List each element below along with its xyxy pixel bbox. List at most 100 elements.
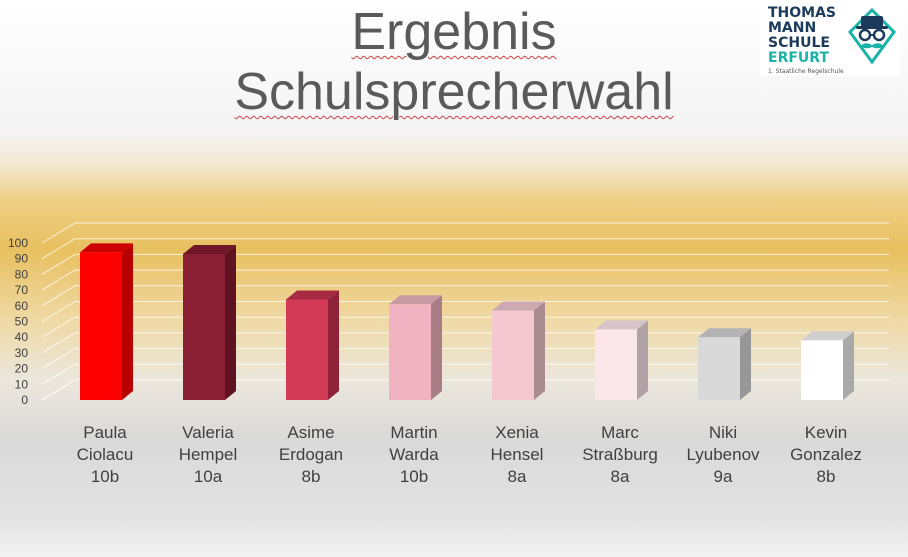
x-tick-label-line: Gonzalez [790,445,862,464]
chart-bar [80,243,133,400]
bar-top [801,331,854,341]
gridline [41,363,889,385]
x-tick-label: Asime Erdogan 8b [279,423,343,486]
x-axis-labels: Paula Ciolacu 10b Valeria Hempel 10a Asime Erdo… [77,423,862,486]
x-tick-label-line: Hensel [491,445,544,464]
logo-wordmark: THOMAS MANN SCHULE ERFURT [768,6,846,66]
x-tick-label-line: Xenia [495,423,539,442]
x-tick-label-line: Marc [601,423,639,442]
y-tick-label: 70 [15,283,29,297]
logo-line-3: SCHULE [768,35,830,51]
x-tick-label-line: 9a [714,467,733,486]
chart-bar [492,301,545,400]
x-tick-label-line: Martin [390,423,437,442]
chart-bar [595,320,648,400]
title-line-2: Schulsprecherwahl [234,63,674,121]
y-tick-label: 100 [8,236,28,250]
x-tick-label-line: 8a [611,467,630,486]
x-tick-label-line: Erdogan [279,445,343,464]
bar-front [183,253,225,400]
y-tick-label: 0 [21,393,28,407]
logo-line-1: THOMAS [768,5,837,21]
bar-top [595,320,648,330]
x-tick-label: Niki Lyubenov 9a [686,423,760,486]
gridline [41,222,889,244]
bar-top [389,295,442,305]
x-tick-label: Paula Ciolacu 10b [77,423,134,486]
chart-bars [80,243,854,400]
chart-bar [801,331,854,400]
x-tick-label-line: Lyubenov [686,445,760,464]
bar-front [595,329,637,400]
chart-bar [698,328,751,400]
x-tick-label-line: Ciolacu [77,445,134,464]
gridline [41,269,889,291]
chart-bar [286,290,339,400]
x-tick-label: Xenia Hensel 8a [491,423,544,486]
x-tick-label-line: Valeria [182,423,234,442]
x-tick-label-line: Straßburg [582,445,658,464]
y-tick-label: 50 [15,315,29,329]
chart-bar [183,244,236,400]
bar-front [80,252,122,400]
x-tick-label-line: 10b [400,467,428,486]
bar-front [286,299,328,400]
bar-top [286,290,339,300]
bar-side [637,320,648,400]
title-line-1: Ergebnis [351,3,557,61]
logo-line-2: MANN [768,20,817,36]
x-tick-label-line: Warda [389,445,439,464]
bar-side [328,290,339,400]
chart-gridlines [41,222,889,401]
x-tick-label-line: Niki [709,423,737,442]
x-tick-label-line: Hempel [179,445,238,464]
gridline [41,332,889,354]
x-tick-label: Martin Warda 10b [389,423,439,486]
bar-top [698,328,751,338]
school-logo: THOMAS MANN SCHULE ERFURT 1. Staatliche … [760,4,900,76]
x-tick-label: Valeria Hempel 10a [179,423,238,486]
chart-bar [389,295,442,400]
x-tick-label-line: 8a [508,467,527,486]
bar-side [534,301,545,400]
x-tick-label-line: 8b [302,467,321,486]
x-tick-label: Kevin Gonzalez 8b [790,423,862,486]
y-tick-label: 30 [15,346,29,360]
y-tick-label: 90 [15,252,29,266]
x-tick-label-line: Kevin [805,423,848,442]
x-tick-label-line: Paula [83,423,127,442]
gridline [41,316,889,338]
gridline [41,379,889,401]
gridline [41,238,889,260]
x-tick-label-line: 10b [91,467,119,486]
gridline [41,285,889,307]
y-tick-label: 10 [15,377,29,391]
logo-line-4: ERFURT [768,50,829,66]
axis-depth-line [41,379,76,401]
bar-side [225,244,236,400]
gridline [41,301,889,322]
x-tick-label-line: 10a [194,467,223,486]
bar-front [698,337,740,400]
bar-front [389,304,431,400]
bar-side [122,243,133,400]
bar-side [431,295,442,400]
bar-top [183,244,236,254]
bar-front [801,340,843,400]
bar-front [492,310,534,400]
x-tick-label-line: 8b [817,467,836,486]
bar-top [492,301,545,311]
bar-top [80,243,133,253]
gridline [41,348,889,370]
x-tick-label-line: Asime [287,423,334,442]
y-tick-label: 60 [15,299,29,313]
logo-subtitle: 1. Staatliche Regelschule [768,68,844,75]
x-tick-label: Marc Straßburg 8a [582,423,658,486]
y-tick-label: 20 [15,362,29,376]
bar-side [843,331,854,400]
moustache-hat-glasses-icon [848,7,896,65]
y-tick-label: 80 [15,267,29,281]
page-title: Ergebnis Schulsprecherwahl [0,2,908,122]
